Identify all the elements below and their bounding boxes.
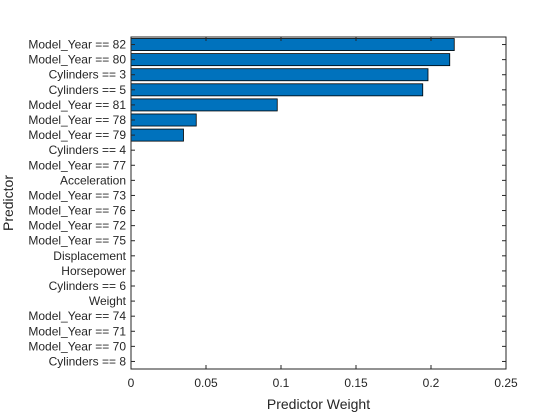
y-tick-label: Model_Year == 72 (28, 219, 126, 233)
y-tick-label: Model_Year == 70 (28, 339, 126, 353)
y-tick-label: Model_Year == 75 (28, 234, 126, 248)
y-tick-label: Cylinders == 3 (49, 68, 127, 82)
bar (130, 83, 424, 97)
y-tick-label: Model_Year == 79 (28, 128, 126, 142)
x-tick-label: 0.2 (423, 376, 440, 390)
y-tick-label: Cylinders == 5 (49, 83, 127, 97)
y-tick-label: Model_Year == 80 (28, 53, 126, 67)
y-axis-title: Predictor (0, 175, 16, 231)
y-tick-label: Model_Year == 81 (28, 98, 126, 112)
bar (130, 38, 455, 51)
bars (130, 38, 455, 142)
y-tick-label: Model_Year == 76 (28, 204, 126, 218)
x-tick-label: 0 (128, 376, 135, 390)
y-tick-label: Model_Year == 74 (28, 309, 126, 323)
y-tick-label: Displacement (53, 249, 126, 263)
y-tick-label: Model_Year == 71 (28, 324, 126, 338)
y-tick-label: Cylinders == 6 (49, 279, 127, 293)
y-tick-label: Model_Year == 82 (28, 38, 126, 52)
bar (130, 68, 429, 82)
x-tick-label: 0.25 (494, 376, 518, 390)
x-tick-label: 0.05 (194, 376, 218, 390)
axis-ticks (130, 37, 507, 369)
x-axis-title: Predictor Weight (267, 396, 370, 412)
y-tick-label: Weight (89, 294, 127, 308)
axes-box (130, 36, 507, 370)
bar (130, 128, 184, 142)
bar (130, 53, 451, 67)
x-tick-label: 0.1 (273, 376, 290, 390)
x-tick-label: 0.15 (344, 376, 368, 390)
bar (130, 98, 278, 112)
y-tick-label: Model_Year == 73 (28, 188, 126, 202)
y-tick-label: Horsepower (61, 264, 126, 278)
bar (130, 113, 197, 127)
y-tick-label: Cylinders == 4 (49, 143, 127, 157)
x-tick-labels: 0 0.05 0.1 0.15 0.2 0.25 (128, 376, 518, 390)
y-tick-label: Acceleration (60, 173, 126, 187)
y-tick-label: Model_Year == 78 (28, 113, 126, 127)
y-tick-label: Model_Year == 77 (28, 158, 126, 172)
y-tick-label: Cylinders == 8 (49, 354, 127, 368)
